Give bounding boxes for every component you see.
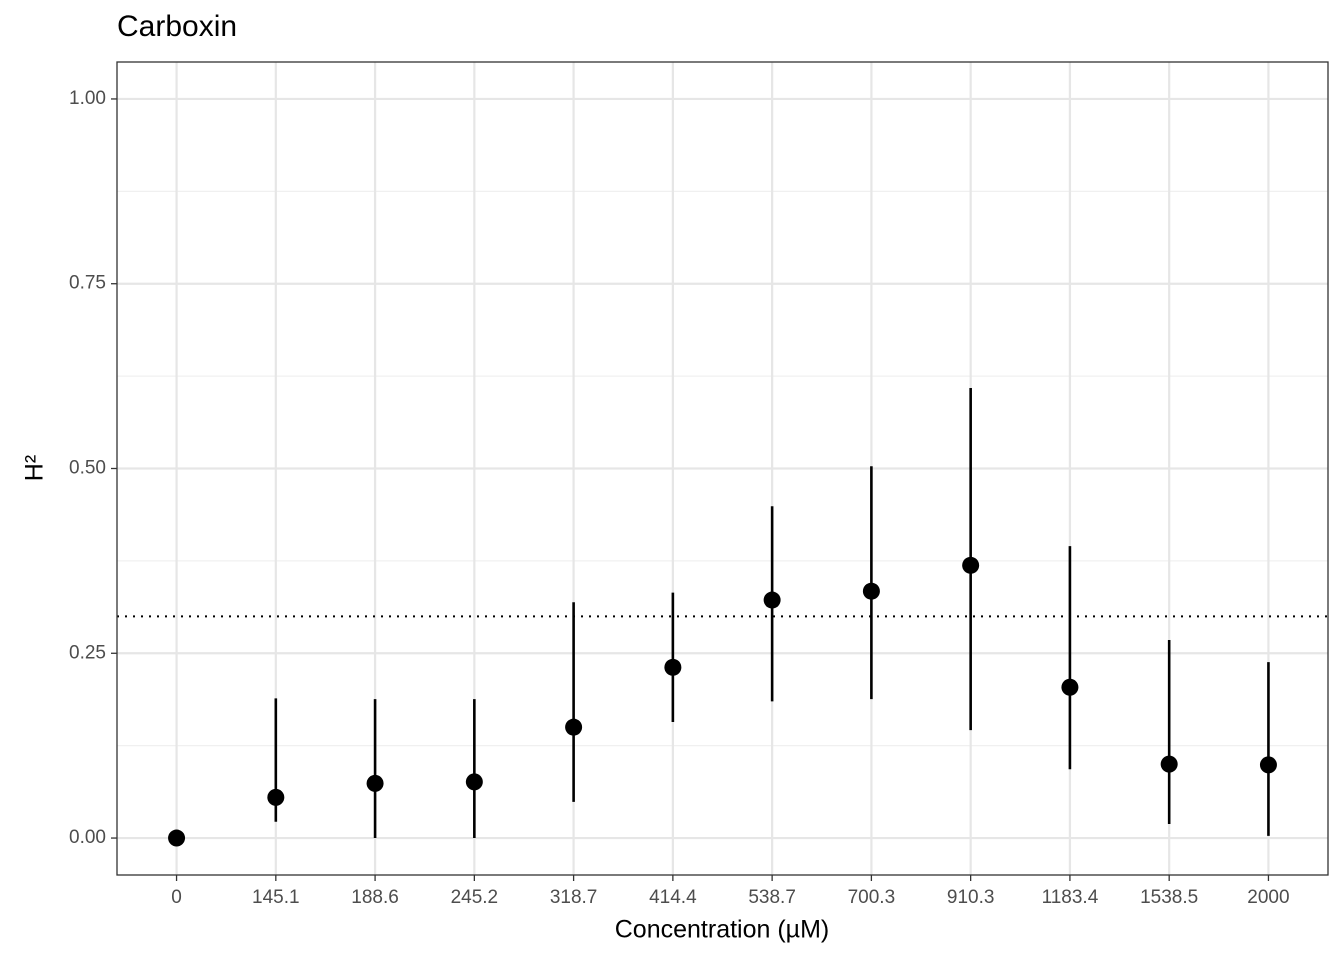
point [962, 556, 980, 574]
point [267, 788, 285, 806]
point [1061, 678, 1079, 696]
y-tick-label: 0.75 [69, 273, 106, 294]
x-tick-label: 318.7 [550, 887, 598, 908]
x-tick-label: 700.3 [848, 887, 896, 908]
x-tick-label: 538.7 [748, 887, 796, 908]
x-tick-label: 188.6 [351, 887, 399, 908]
y-tick-label: 0.50 [69, 458, 106, 479]
x-tick-label: 910.3 [947, 887, 995, 908]
x-tick-label: 145.1 [252, 887, 300, 908]
x-tick-label: 1538.5 [1140, 887, 1198, 908]
y-tick-label: 0.00 [69, 827, 106, 848]
point [862, 582, 880, 600]
point [168, 829, 186, 847]
x-axis-label: Concentration (µM) [615, 916, 829, 944]
point [763, 591, 781, 609]
marks [117, 387, 1328, 847]
y-tick-label: 1.00 [69, 88, 106, 109]
y-tick-label: 0.25 [69, 642, 106, 663]
x-tick-label: 245.2 [451, 887, 499, 908]
chart-title: Carboxin [117, 10, 237, 43]
point [1160, 755, 1178, 773]
x-tick-label: 0 [171, 887, 182, 908]
y-axis-label: H² [21, 455, 49, 481]
x-tick-label: 414.4 [649, 887, 697, 908]
point [465, 773, 483, 791]
point [565, 718, 583, 736]
point [1259, 756, 1277, 774]
point [366, 774, 384, 792]
point [664, 658, 682, 676]
x-tick-label: 1183.4 [1042, 887, 1099, 908]
x-tick-label: 2000 [1247, 887, 1289, 908]
